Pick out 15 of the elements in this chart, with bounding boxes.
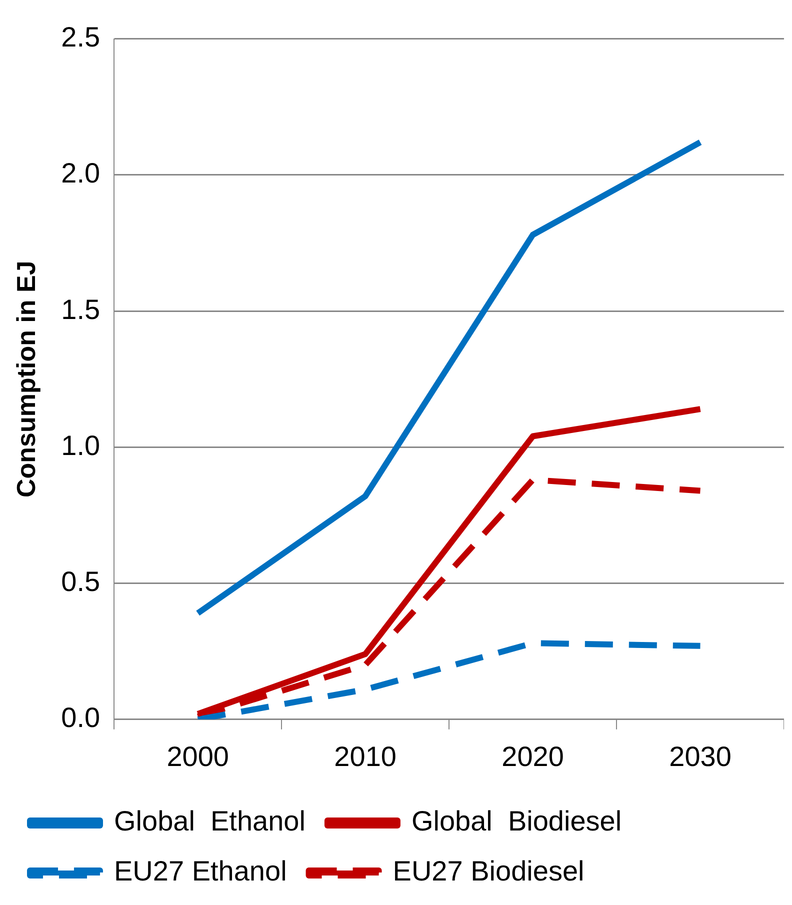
legend-label: EU27 Ethanol bbox=[114, 856, 287, 887]
y-tick-label: 2.0 bbox=[61, 158, 100, 189]
x-tick-label: 2030 bbox=[669, 740, 732, 772]
x-tick-label: 2020 bbox=[502, 740, 564, 772]
y-axis-title: Consumption in EJ bbox=[10, 260, 41, 498]
y-tick-label: 0.5 bbox=[61, 566, 100, 597]
legend-label: Global Ethanol bbox=[114, 806, 306, 837]
y-tick-label: 0.0 bbox=[61, 702, 100, 734]
y-tick-label: 1.0 bbox=[61, 430, 100, 461]
y-tick-label: 2.5 bbox=[61, 22, 100, 53]
x-tick-label: 2010 bbox=[334, 740, 396, 772]
y-tick-label: 1.5 bbox=[61, 294, 100, 325]
x-tick-label: 2000 bbox=[166, 740, 230, 772]
legend-label: Global Biodiesel bbox=[411, 806, 622, 837]
legend-label: EU27 Biodiesel bbox=[392, 856, 584, 887]
